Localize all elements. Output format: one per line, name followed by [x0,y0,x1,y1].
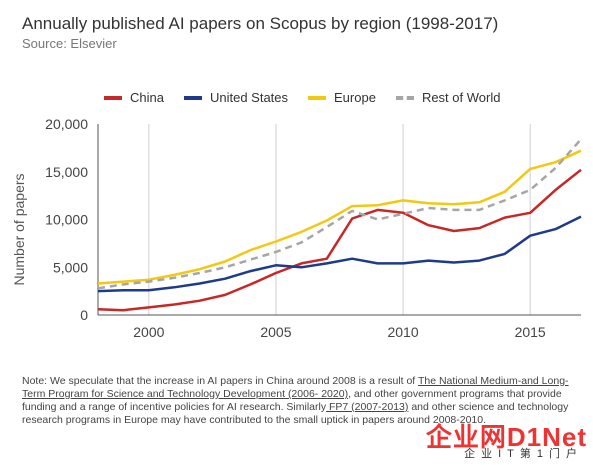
y-tick-label: 15,000 [45,164,88,180]
series-line-china [97,168,582,312]
legend-swatch-europe [308,95,327,100]
legend-label-rest-of-world: Rest of World [421,90,501,105]
chart-title: Annually published AI papers on Scopus b… [22,14,499,33]
y-tick-label: 5,000 [53,259,88,275]
legend-item-united-states: United States [183,90,289,105]
legend-swatch-united-states [183,95,202,100]
label-layer: 0 5,000 10,000 15,000 20,000 2000 2005 2010 2015… [11,116,546,340]
footnote-text-1: Note: We speculate that the increase in … [22,375,418,387]
x-tick-label: 2005 [260,324,291,340]
footnote-text-3: and other science and technology researc… [22,401,569,426]
series-line-rest-of-world [97,138,582,290]
footnote-link-china-program[interactable]: The National Medium-and Long-Term Progra… [22,375,569,400]
footnote-text-2: , and other government programs that pro… [22,388,562,413]
legend-label-united-states: United States [209,90,289,105]
legend: China United States Europe Rest of World [104,90,520,105]
series-layer [97,138,582,312]
legend-swatch-china [104,95,122,100]
footnote-link-fp7[interactable]: FP7 (2007-2013) [326,401,409,413]
series-line-europe [97,149,582,285]
legend-label-china: China [130,90,164,105]
x-tick-label: 2015 [515,324,546,340]
y-tick-label: 0 [80,307,88,323]
legend-swatch-rest-of-world [395,95,414,100]
legend-item-rest-of-world: Rest of World [395,90,501,105]
legend-item-europe: Europe [308,90,376,105]
y-tick-label: 20,000 [45,116,88,132]
x-tick-label: 2000 [133,324,164,340]
legend-item-china: China [104,90,164,105]
series-line-united-states [97,215,582,293]
y-axis-label: Number of papers [11,173,27,285]
legend-label-europe: Europe [334,90,376,105]
grid-layer [148,124,531,315]
x-tick-label: 2010 [387,324,418,340]
y-tick-label: 10,000 [45,212,88,228]
chart-source: Source: Elsevier [22,36,117,51]
footnote: Note: We speculate that the increase in … [22,375,577,427]
